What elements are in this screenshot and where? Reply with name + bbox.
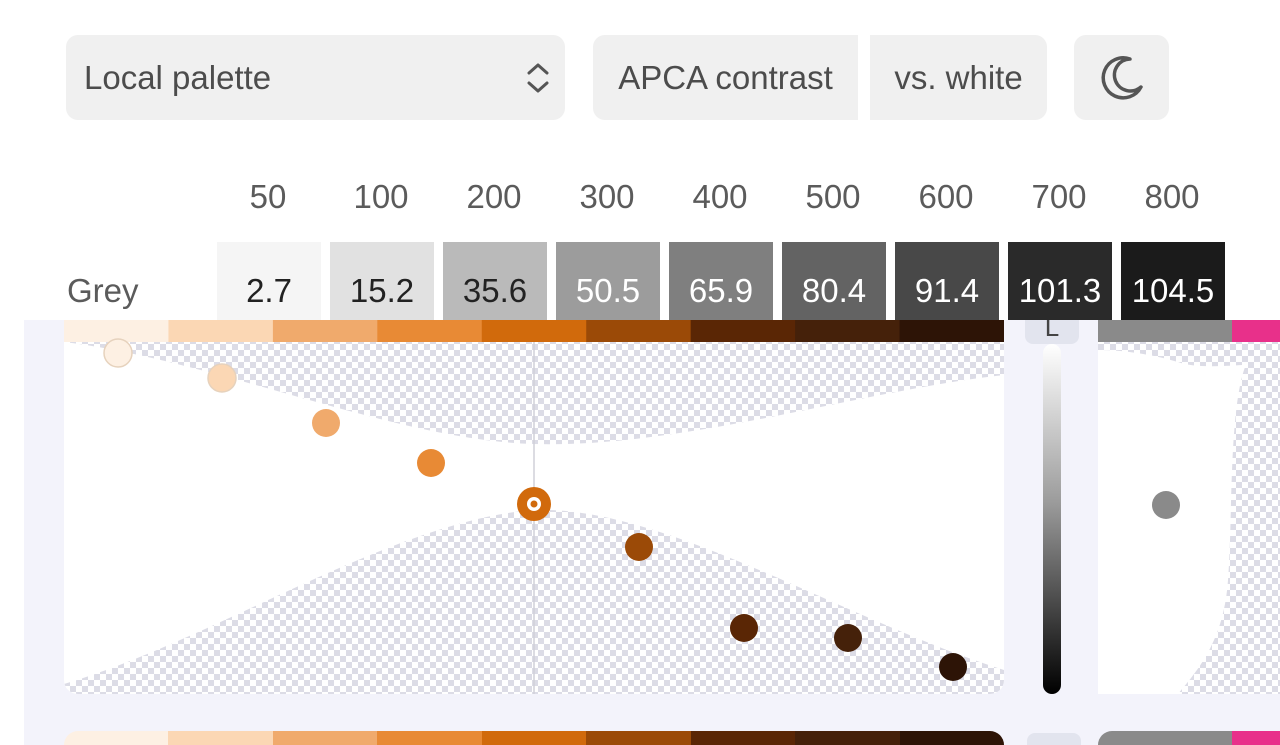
palette-strip-cell — [377, 320, 483, 342]
step-label: 600 — [918, 178, 974, 215]
grey-swatch[interactable]: 15.2 — [330, 242, 434, 320]
chevron-up-down-icon — [527, 63, 549, 93]
palette-strip-cell — [586, 320, 692, 342]
step-header: 50 100 200 300 400 500 600 700 800 — [0, 178, 1280, 222]
contrast-value: 91.4 — [914, 272, 980, 309]
selected-point-center — [530, 500, 538, 508]
palette-strip-cell — [690, 731, 796, 745]
theme-toggle-button[interactable] — [1074, 35, 1169, 120]
side-strip-bottom — [1098, 731, 1280, 745]
palette-select-value: Local palette — [84, 58, 272, 96]
hue-chroma-panel[interactable] — [1098, 320, 1280, 694]
contrast-value: 35.6 — [462, 272, 528, 309]
palette-strip-cell — [795, 320, 901, 342]
palette-strip-cell — [899, 320, 1004, 342]
curve-point[interactable] — [834, 624, 862, 652]
contrast-value: 2.7 — [246, 272, 292, 309]
lightness-axis[interactable]: L — [1025, 320, 1079, 694]
toolbar: Local palette APCA contrast vs. white 50… — [0, 0, 1280, 320]
grey-swatch[interactable]: 65.9 — [669, 242, 773, 320]
step-label: 100 — [353, 178, 409, 215]
curve-canvas — [64, 320, 1004, 694]
palette-row-label: Grey — [67, 272, 139, 309]
gamut-region-right — [1178, 360, 1280, 694]
contrast-mode-label: APCA contrast — [618, 58, 833, 96]
grey-swatch[interactable]: 104.5 — [1121, 242, 1225, 320]
grey-point — [1152, 491, 1180, 519]
step-label: 200 — [466, 178, 522, 215]
curve-point[interactable] — [103, 338, 133, 368]
grey-swatch[interactable]: 35.6 — [443, 242, 547, 320]
step-label: 800 — [1144, 178, 1200, 215]
palette-strip-cell — [586, 731, 691, 745]
side-strip-grey — [1098, 320, 1232, 342]
palette-strip-cell — [377, 731, 482, 745]
contrast-value: 80.4 — [801, 272, 867, 309]
lightness-axis-label: L — [1044, 320, 1060, 342]
side-strip-pink — [1232, 731, 1280, 745]
curve-point[interactable] — [939, 653, 967, 681]
curve-point[interactable] — [625, 533, 653, 561]
palette-strip-top — [64, 320, 1004, 342]
grey-swatch[interactable]: 101.3 — [1008, 242, 1112, 320]
palette-strip-cell — [64, 320, 169, 342]
contrast-value: 101.3 — [1018, 272, 1102, 309]
curve-point[interactable] — [730, 614, 758, 642]
palette-strip-cell — [481, 731, 587, 745]
palette-strip-bottom — [64, 731, 1004, 745]
grey-swatch[interactable]: 50.5 — [556, 242, 660, 320]
hue-chroma-canvas — [1098, 320, 1280, 694]
grey-swatch[interactable]: 80.4 — [782, 242, 886, 320]
curve-point[interactable] — [207, 363, 237, 393]
step-label: 300 — [579, 178, 635, 215]
contrast-value: 15.2 — [349, 272, 415, 309]
curve-points — [103, 338, 967, 681]
palette-strip-cell — [795, 731, 900, 745]
step-label: 400 — [692, 178, 748, 215]
contrast-target-label: vs. white — [894, 58, 1023, 96]
contrast-value: 50.5 — [575, 272, 641, 309]
palette-strip-cell — [64, 731, 169, 745]
palette-strip-cell — [168, 320, 274, 342]
contrast-mode-button[interactable]: APCA contrast — [593, 35, 858, 120]
lightness-gradient — [1043, 344, 1061, 694]
grey-swatch[interactable]: 2.7 — [217, 242, 321, 320]
contrast-value: 104.5 — [1131, 272, 1215, 309]
lightness-axis-badge-bottom — [1027, 733, 1081, 745]
contrast-target-button[interactable]: vs. white — [870, 35, 1047, 120]
palette-strip-cell — [481, 320, 587, 342]
palette-strip-cell — [272, 731, 378, 745]
palette-select[interactable]: Local palette — [66, 35, 565, 120]
contrast-value: 65.9 — [688, 272, 754, 309]
step-label: 500 — [805, 178, 861, 215]
lightness-curve-plot[interactable] — [64, 320, 1004, 694]
palette-strip-cell — [272, 320, 378, 342]
palette-strip-cell — [168, 731, 273, 745]
side-strip-pink — [1232, 320, 1280, 342]
step-label: 50 — [249, 178, 287, 215]
lightness-axis-badge — [1025, 320, 1079, 344]
side-strip-grey — [1098, 731, 1232, 745]
curve-point[interactable] — [312, 409, 340, 437]
palette-strip-cell — [690, 320, 796, 342]
curve-editor: L — [24, 320, 1280, 745]
palette-strip-cell — [899, 731, 1004, 745]
curve-point[interactable] — [417, 449, 445, 477]
moon-icon — [1101, 55, 1143, 100]
gamut-region-top — [1098, 342, 1280, 367]
step-label: 700 — [1031, 178, 1087, 215]
grey-swatch[interactable]: 91.4 — [895, 242, 999, 320]
